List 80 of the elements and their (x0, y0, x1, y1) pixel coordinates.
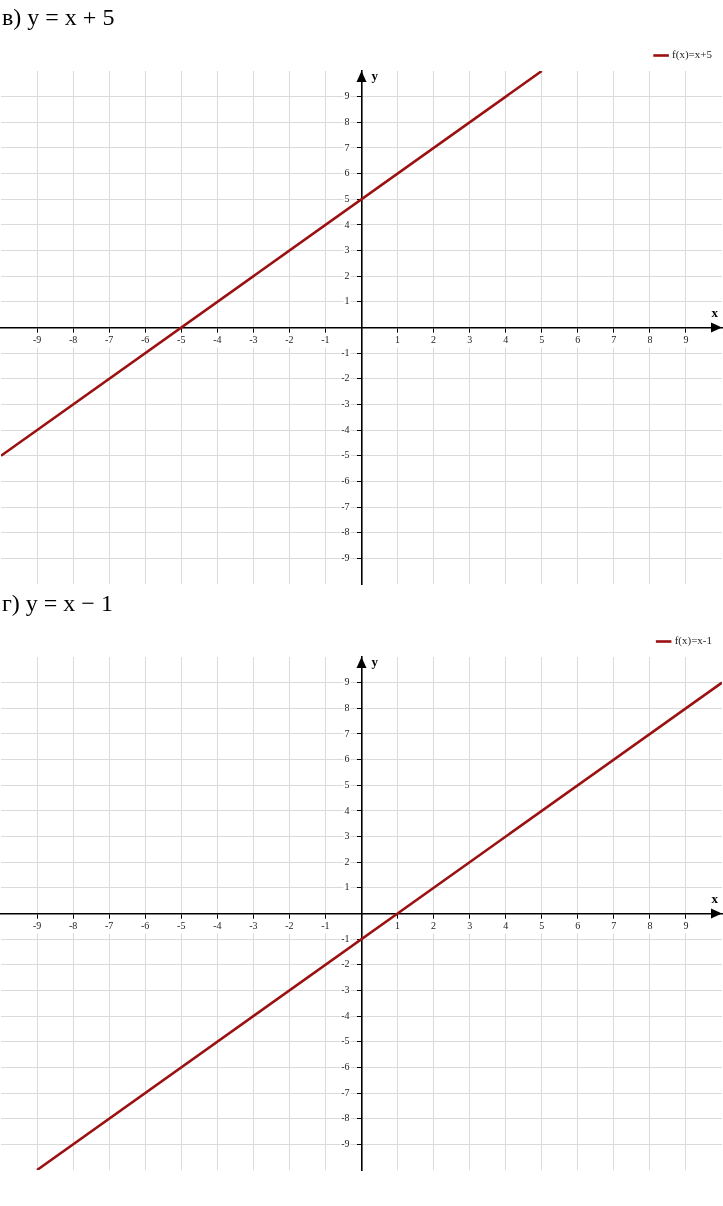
x-tick-label: -8 (68, 334, 78, 346)
x-tick-label: 2 (431, 334, 437, 346)
y-tick-label: -7 (341, 500, 350, 512)
x-tick-label: 5 (539, 920, 545, 932)
x-tick-label: 3 (467, 920, 473, 932)
y-tick-label: 4 (344, 218, 350, 230)
y-tick-label: 8 (344, 115, 350, 127)
x-tick-label: -5 (177, 920, 186, 932)
y-tick-label: -9 (341, 551, 350, 563)
y-tick-label: 3 (344, 830, 350, 842)
y-tick-label: -4 (341, 1009, 350, 1021)
y-tick-label: -8 (341, 526, 350, 538)
x-tick-label: -6 (141, 334, 150, 346)
y-tick-label: -7 (341, 1086, 350, 1098)
y-tick-label: 5 (344, 192, 350, 204)
x-tick-label: 5 (539, 334, 545, 346)
y-axis-title: y (371, 654, 379, 670)
x-tick-label: -3 (249, 334, 258, 346)
chart-title: г) y = x − 1 (1, 589, 114, 618)
y-tick-label: 3 (344, 244, 350, 256)
y-tick-label: 1 (344, 881, 350, 893)
x-tick-label: -1 (321, 920, 330, 932)
x-tick-label: 9 (683, 334, 689, 346)
x-tick-label: -1 (321, 334, 330, 346)
x-axis-title: x (711, 890, 719, 906)
y-tick-label: 7 (344, 727, 350, 739)
y-tick-label: -2 (341, 372, 350, 384)
legend-label: f(x)=x-1 (674, 634, 712, 648)
y-tick-label: 2 (344, 269, 350, 281)
y-tick-label: 2 (344, 855, 350, 867)
y-tick-label: -4 (341, 423, 350, 435)
y-tick-label: 6 (344, 167, 350, 179)
y-tick-label: -6 (341, 1061, 350, 1073)
x-axis-title: x (711, 304, 719, 320)
y-tick-label: 8 (344, 701, 350, 713)
x-tick-label: -6 (141, 920, 150, 932)
x-tick-label: 1 (395, 920, 401, 932)
x-tick-label: 3 (467, 334, 473, 346)
x-tick-label: 7 (611, 920, 617, 932)
y-tick-label: 1 (344, 295, 350, 307)
y-tick-label: 5 (344, 778, 350, 790)
y-tick-label: -5 (341, 1035, 350, 1047)
x-tick-label: 8 (647, 334, 653, 346)
y-tick-label: -5 (341, 449, 350, 461)
x-tick-label: 6 (575, 334, 581, 346)
x-tick-label: 4 (503, 920, 509, 932)
y-tick-label: 6 (344, 753, 350, 765)
y-tick-label: -1 (341, 932, 350, 944)
x-tick-label: 8 (647, 920, 653, 932)
x-tick-label: 4 (503, 334, 509, 346)
y-tick-label: -2 (341, 958, 350, 970)
x-tick-label: 2 (431, 920, 437, 932)
x-tick-label: -2 (285, 920, 294, 932)
x-tick-label: -7 (104, 334, 114, 346)
legend-label: f(x)=x+5 (672, 48, 713, 62)
x-tick-label: -4 (213, 334, 222, 346)
x-tick-label: -4 (213, 920, 222, 932)
x-tick-label: 7 (611, 334, 617, 346)
x-tick-label: -3 (249, 920, 258, 932)
x-tick-label: -8 (68, 920, 78, 932)
y-tick-label: -3 (341, 398, 350, 410)
x-tick-label: -9 (32, 334, 42, 346)
x-tick-label: 9 (683, 920, 689, 932)
y-tick-label: 4 (344, 804, 350, 816)
y-tick-label: -6 (341, 475, 350, 487)
y-tick-label: -9 (341, 1137, 350, 1149)
y-tick-label: 7 (344, 141, 350, 153)
x-tick-label: -5 (177, 334, 186, 346)
x-tick-label: 6 (575, 920, 581, 932)
y-tick-label: -8 (341, 1112, 350, 1124)
x-tick-label: -7 (104, 920, 114, 932)
y-tick-label: -1 (341, 346, 350, 358)
y-tick-label: 9 (344, 90, 350, 102)
x-tick-label: -9 (32, 920, 42, 932)
x-tick-label: -2 (285, 334, 294, 346)
y-tick-label: -3 (341, 984, 350, 996)
y-tick-label: 9 (344, 676, 350, 688)
x-tick-label: 1 (395, 334, 401, 346)
chart-title: в) y = x + 5 (1, 3, 116, 32)
y-axis-title: y (371, 68, 379, 84)
